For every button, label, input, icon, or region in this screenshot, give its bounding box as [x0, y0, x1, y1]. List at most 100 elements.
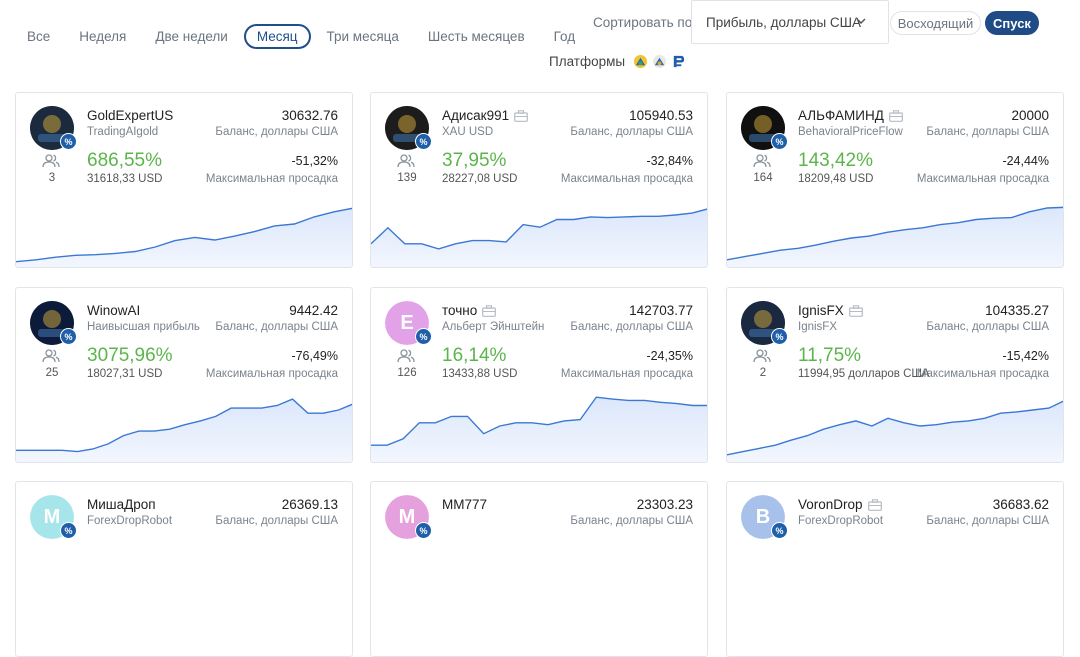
sparkline-line	[16, 207, 352, 263]
equity-sparkline	[727, 206, 1063, 267]
period-tab[interactable]: Год	[553, 29, 576, 44]
profit-percent: 143,42%	[798, 150, 874, 171]
strategy-card[interactable]: E% точно Альберт Эйнштейн 142703.77 Баланс, …	[370, 287, 708, 463]
equity-sparkline	[16, 398, 352, 462]
strategy-card[interactable]: M% MM777 23303.23 Баланс, доллары США	[370, 481, 708, 657]
max-drawdown-label: Максимальная просадка	[916, 368, 1049, 380]
balance-value: 105940.53	[629, 108, 693, 123]
strategy-name[interactable]: Адисак991	[442, 108, 510, 123]
percent-badge-icon: %	[60, 133, 77, 150]
balance-value: 26369.13	[281, 497, 338, 512]
balance-value: 30632.76	[281, 108, 338, 123]
equity-sparkline	[371, 208, 707, 267]
period-tab[interactable]: Месяц	[243, 24, 311, 49]
sparkline-line	[371, 396, 707, 446]
sparkline-line	[727, 206, 1063, 261]
balance-label: Баланс, доллары США	[570, 515, 693, 527]
sort-selected-value: Прибыль, доллары США	[706, 14, 862, 30]
ctrader-icon[interactable]	[671, 54, 686, 69]
period-tab[interactable]: Две недели	[155, 29, 228, 44]
sparkline-area	[16, 399, 352, 462]
subscribers-count: 25	[45, 367, 59, 379]
strategy-name-row: АЛЬФАМИНД	[798, 108, 903, 123]
strategy-name[interactable]: VoronDrop	[798, 497, 863, 512]
balance-value: 104335.27	[985, 303, 1049, 318]
sparkline-area	[371, 209, 707, 267]
strategy-name-row: VoronDrop	[798, 497, 882, 512]
strategy-name[interactable]: MM777	[442, 497, 488, 512]
subscribers-icon	[397, 154, 415, 168]
equity-value: 13433,88 USD	[442, 368, 518, 380]
equity-sparkline	[727, 400, 1063, 462]
strategy-card[interactable]: % IgnisFX IgnisFX 104335.27 Баланс, доллары …	[726, 287, 1064, 463]
subscribers-icon	[42, 154, 60, 168]
strategy-subtitle: TradingAIgold	[87, 126, 159, 138]
percent-badge-icon: %	[415, 328, 432, 345]
briefcase-icon	[482, 304, 497, 317]
equity-value: 28227,08 USD	[442, 173, 518, 185]
strategy-name-row: Адисак991	[442, 108, 529, 123]
strategy-name-row: IgnisFX	[798, 303, 863, 318]
metatrader5-icon[interactable]	[652, 54, 667, 69]
max-drawdown-label: Максимальная просадка	[560, 368, 693, 380]
subscribers-icon	[753, 349, 771, 363]
balance-label: Баланс, доллары США	[215, 321, 338, 333]
profit-percent: 11,75%	[798, 345, 862, 366]
strategy-card[interactable]: % GoldExpertUS TradingAIgold 30632.76 Баланс…	[15, 92, 353, 268]
period-tab[interactable]: Неделя	[79, 29, 127, 44]
subscribers-count: 3	[48, 172, 56, 184]
strategy-name[interactable]: точно	[442, 303, 478, 318]
balance-value: 20000	[1011, 108, 1049, 123]
strategy-subtitle: IgnisFX	[798, 321, 837, 333]
sparkline-area	[727, 207, 1063, 267]
strategy-card[interactable]: % АЛЬФАМИНД BehavioralPriceFlow 20000 Баланс…	[726, 92, 1064, 268]
subscribers-count: 2	[759, 367, 767, 379]
period-tab[interactable]: Все	[27, 29, 51, 44]
sparkline-line	[371, 208, 707, 250]
percent-badge-icon: %	[60, 522, 77, 539]
strategy-subtitle: BehavioralPriceFlow	[798, 126, 903, 138]
strategy-card[interactable]: M% МишаДроп ForexDropRobot 26369.13 Баланс, …	[15, 481, 353, 657]
balance-label: Баланс, доллары США	[926, 126, 1049, 138]
strategy-name[interactable]: МишаДроп	[87, 497, 156, 512]
equity-value: 11994,95 долларов США	[798, 368, 930, 380]
max-drawdown-value: -32,84%	[646, 154, 693, 168]
sort-descending-button[interactable]: Спуск	[985, 11, 1039, 35]
chevron-down-icon	[856, 18, 866, 25]
max-drawdown-value: -51,32%	[291, 154, 338, 168]
briefcase-icon	[888, 109, 903, 122]
strategy-name[interactable]: GoldExpertUS	[87, 108, 174, 123]
max-drawdown-label: Максимальная просадка	[916, 173, 1049, 185]
sort-ascending-button[interactable]: Восходящий	[890, 11, 981, 35]
strategy-name[interactable]: IgnisFX	[798, 303, 844, 318]
strategy-card[interactable]: % Адисак991 XAU USD 105940.53 Баланс, доллар…	[370, 92, 708, 268]
period-tab[interactable]: Три месяца	[326, 29, 399, 44]
balance-value: 9442.42	[289, 303, 338, 318]
avatar	[30, 301, 74, 345]
sort-select[interactable]: Прибыль, доллары США	[691, 0, 889, 44]
percent-badge-icon: %	[771, 522, 788, 539]
briefcase-icon	[848, 304, 863, 317]
strategy-name[interactable]: АЛЬФАМИНД	[798, 108, 884, 123]
strategy-card[interactable]: % WinowAI Наивысшая прибыль 9442.42 Баланс, …	[15, 287, 353, 463]
briefcase-icon	[867, 498, 882, 511]
profit-percent: 16,14%	[442, 345, 507, 366]
strategy-subtitle: XAU USD	[442, 126, 494, 138]
percent-badge-icon: %	[415, 522, 432, 539]
platforms-filter: Платформы	[549, 54, 690, 69]
subscribers-icon	[42, 349, 60, 363]
strategy-name[interactable]: WinowAI	[87, 303, 141, 318]
profit-percent: 37,95%	[442, 150, 507, 171]
sort-label: Сортировать по	[593, 15, 693, 30]
balance-label: Баланс, доллары США	[215, 515, 338, 527]
equity-sparkline	[16, 207, 352, 267]
metatrader4-icon[interactable]	[633, 54, 648, 69]
strategy-name-row: MM777	[442, 497, 487, 512]
sparkline-line	[727, 400, 1063, 456]
subscribers-count: 139	[397, 172, 417, 184]
strategy-card[interactable]: В% VoronDrop ForexDropRobot 36683.62 Баланс,…	[726, 481, 1064, 657]
period-tab[interactable]: Шесть месяцев	[427, 29, 525, 44]
max-drawdown-value: -24,35%	[646, 349, 693, 363]
profit-percent: 686,55%	[87, 150, 163, 171]
equity-value: 31618,33 USD	[87, 173, 163, 185]
